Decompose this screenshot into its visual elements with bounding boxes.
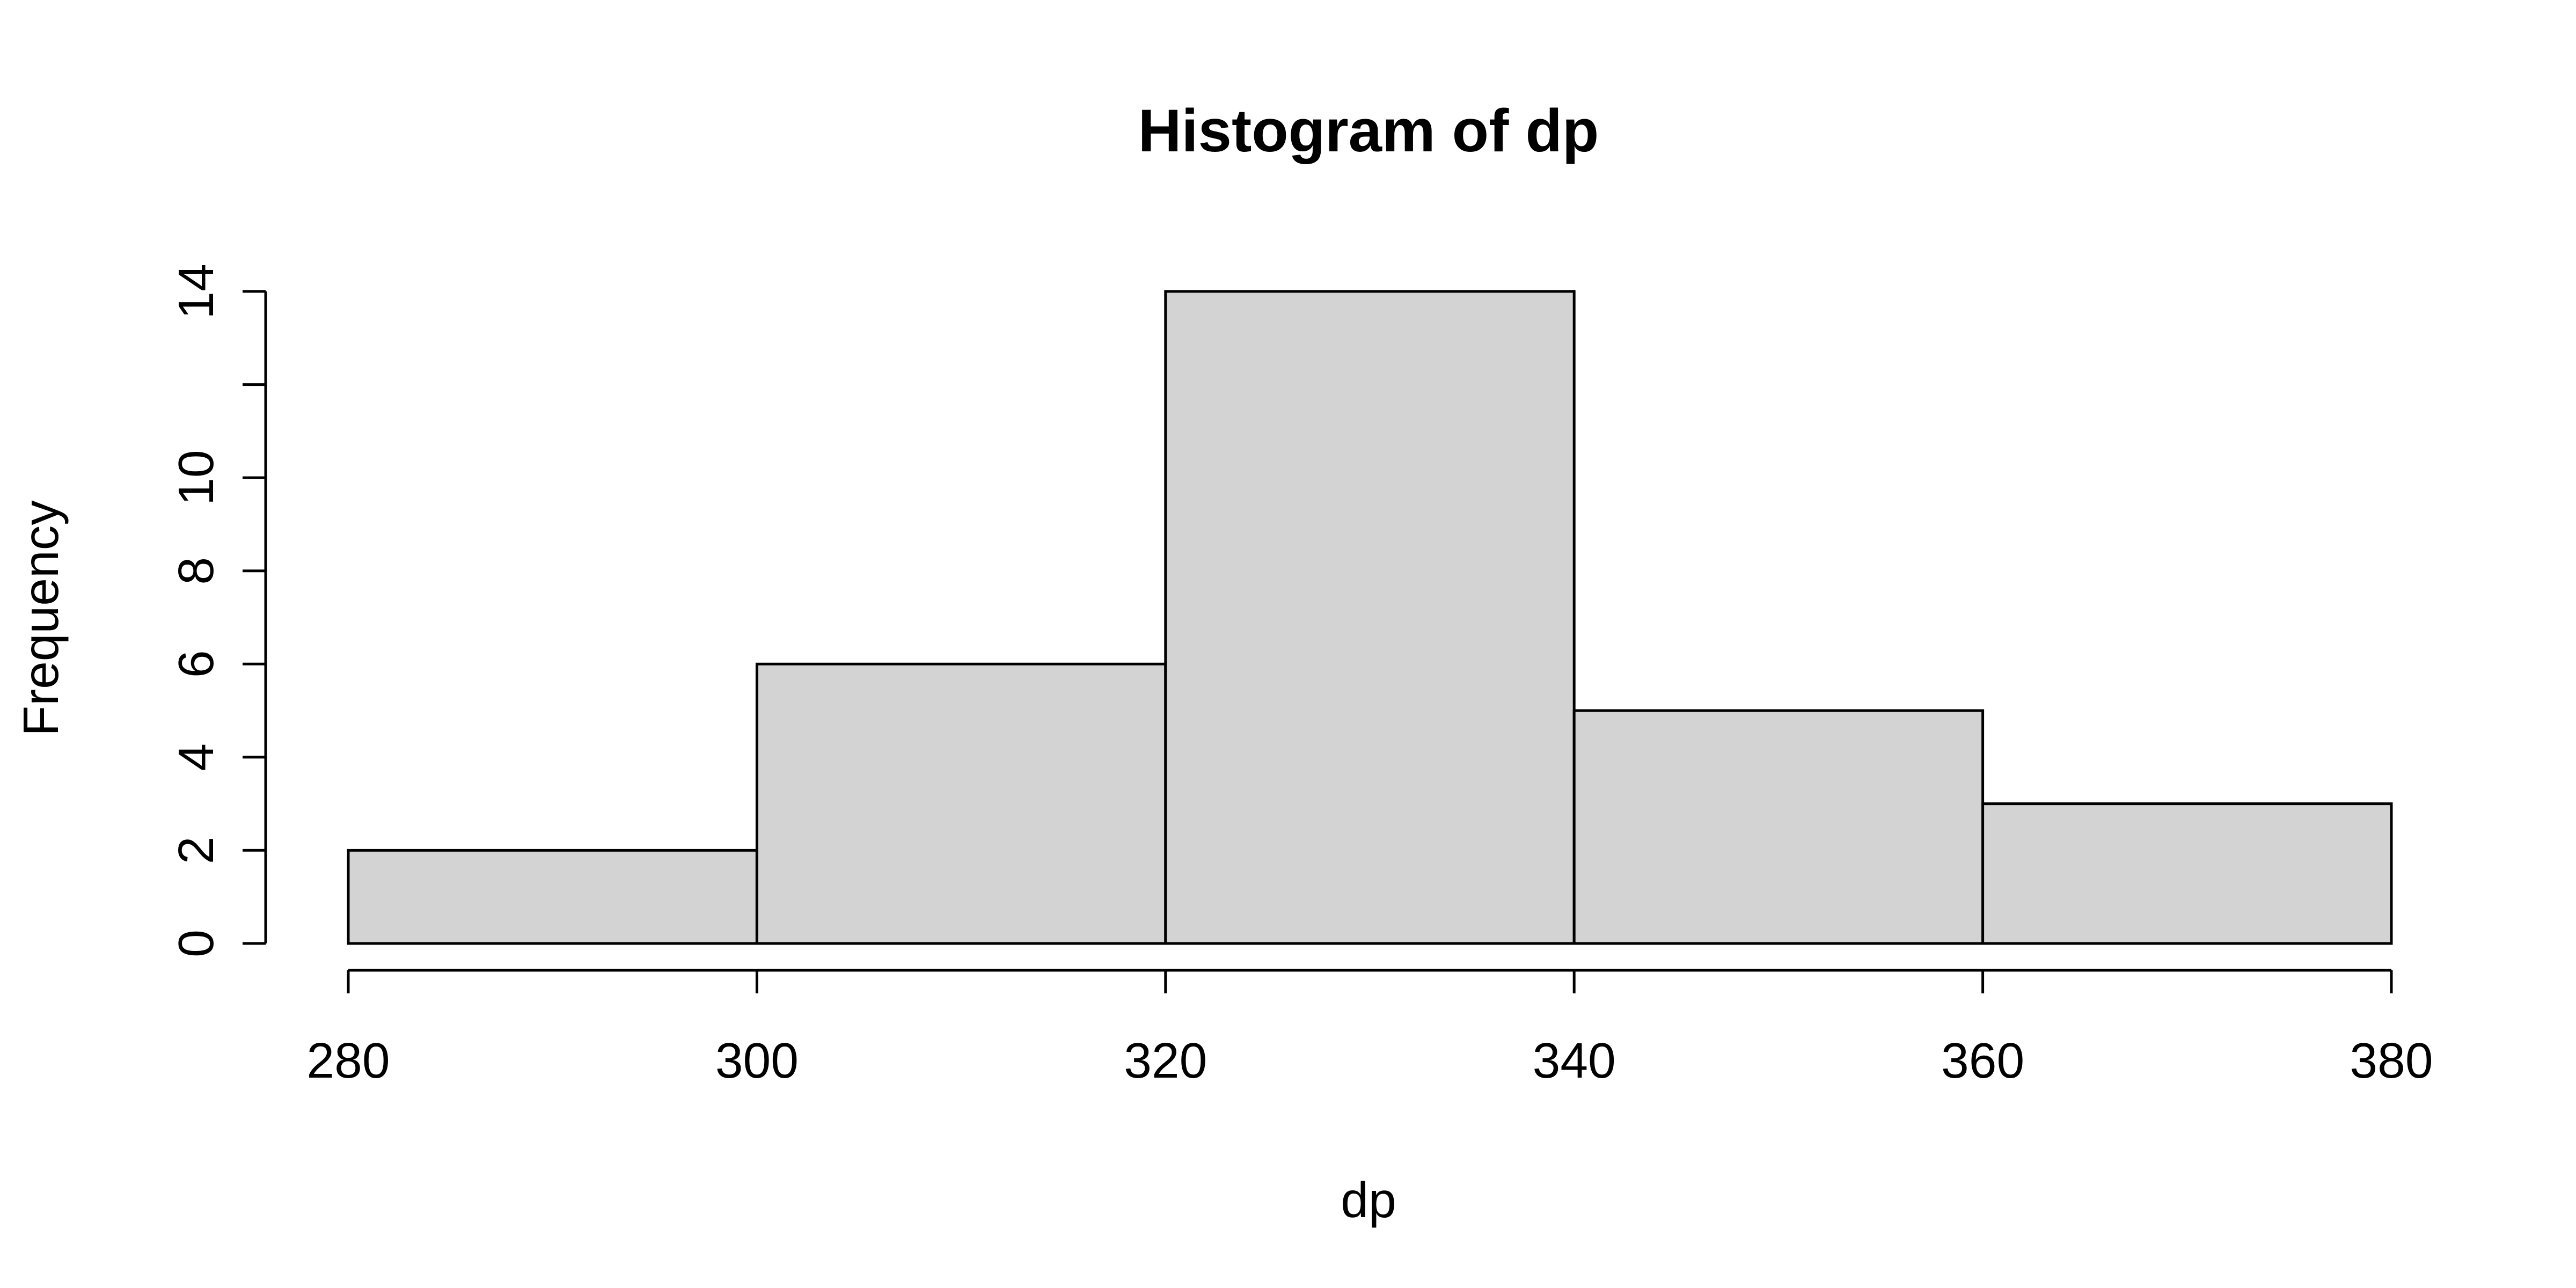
x-tick-label: 320 [1124,1033,1207,1088]
y-axis-label: Frequency [13,500,69,736]
y-tick-label: 8 [168,557,224,585]
histogram-bars [347,290,2393,945]
x-tick-label: 300 [715,1033,799,1088]
x-tick-label: 340 [1533,1033,1616,1088]
y-tick-label: 6 [168,650,224,678]
x-axis: 280 300 320 340 360 380 [306,969,2433,1088]
chart-title: Histogram of dp [1138,97,1599,164]
histogram-bar-4 [1572,709,1985,945]
x-axis-label: dp [1341,1172,1396,1228]
y-tick-label: 4 [168,743,224,771]
y-tick-label: 10 [168,450,224,505]
y-tick-label: 2 [168,837,224,865]
histogram-bar-3 [1164,290,1576,945]
histogram-bar-2 [755,662,1167,945]
x-tick-label: 380 [2350,1033,2433,1088]
y-tick-label: 14 [168,264,224,319]
histogram-bar-5 [1981,802,2393,945]
y-axis: 0 2 4 6 8 10 14 [168,264,267,957]
x-tick-label: 360 [1941,1033,2024,1088]
histogram-bar-1 [347,848,758,945]
x-tick-label: 280 [306,1033,390,1088]
y-tick-label: 0 [168,930,224,957]
